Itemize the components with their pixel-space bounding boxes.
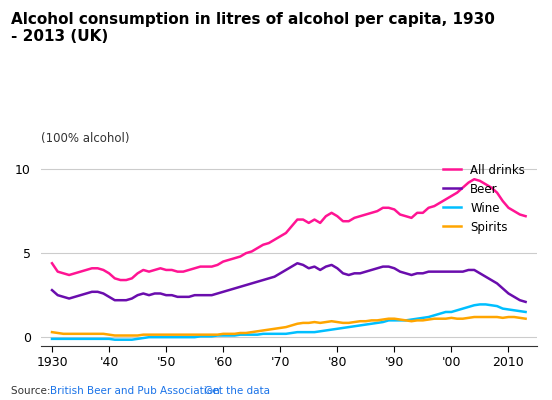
Beer (283, 268, 289, 272)
Legend: All drinks, Beer, Wine, Spirits: All drinks, Beer, Wine, Spirits (437, 158, 531, 240)
Wine (266, 332, 272, 336)
Spirits (522, 316, 529, 321)
Text: Source:: Source: (11, 386, 54, 396)
Wine (49, 336, 55, 341)
All drinks (55, 269, 61, 274)
Spirits (112, 333, 118, 338)
Spirits (266, 327, 272, 332)
Spirits (414, 318, 421, 323)
Wine (522, 310, 529, 314)
Line: Spirits: Spirits (52, 317, 526, 336)
Wine (288, 330, 295, 335)
Beer (55, 293, 61, 298)
Wine (476, 302, 483, 307)
Text: Get the data: Get the data (201, 386, 270, 396)
Text: (100% alcohol): (100% alcohol) (41, 132, 129, 144)
All drinks (266, 241, 272, 246)
Spirits (77, 332, 84, 336)
Line: Wine: Wine (52, 304, 526, 340)
Beer (49, 288, 55, 292)
Spirits (437, 316, 443, 321)
Wine (112, 337, 118, 342)
All drinks (77, 269, 84, 274)
Beer (522, 300, 529, 304)
Wine (414, 316, 421, 321)
Beer (294, 261, 301, 266)
All drinks (522, 214, 529, 218)
Beer (77, 293, 84, 298)
All drinks (471, 177, 477, 182)
All drinks (117, 278, 124, 282)
Line: Beer: Beer (52, 263, 526, 302)
Wine (437, 311, 443, 316)
All drinks (437, 200, 443, 205)
All drinks (414, 210, 421, 215)
Wine (55, 336, 61, 341)
All drinks (49, 261, 55, 266)
Text: British Beer and Pub Association: British Beer and Pub Association (50, 386, 220, 396)
Spirits (55, 330, 61, 335)
Beer (260, 278, 267, 282)
Spirits (471, 315, 477, 320)
Beer (437, 269, 443, 274)
Line: All drinks: All drinks (52, 179, 526, 280)
Spirits (49, 330, 55, 334)
Text: Alcohol consumption in litres of alcohol per capita, 1930
- 2013 (UK): Alcohol consumption in litres of alcohol… (11, 12, 495, 44)
All drinks (288, 224, 295, 229)
Spirits (288, 323, 295, 328)
Beer (414, 271, 421, 276)
Wine (77, 336, 84, 341)
